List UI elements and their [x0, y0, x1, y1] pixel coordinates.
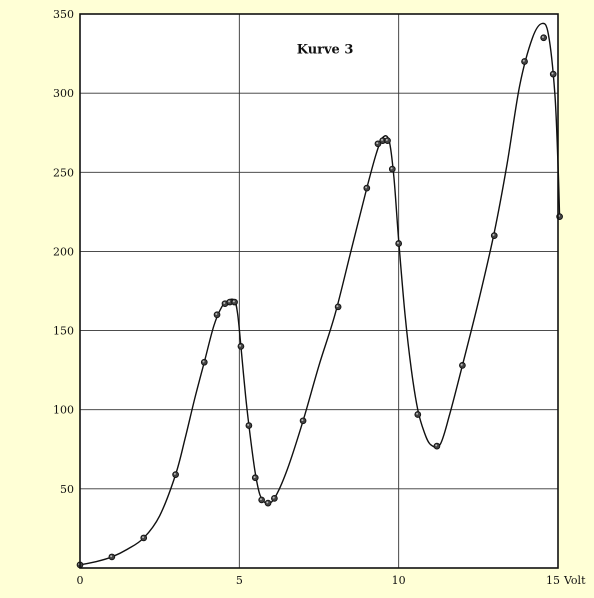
- data-point-highlight: [435, 444, 438, 447]
- y-tick-label: 350: [53, 8, 74, 21]
- data-point: [549, 70, 557, 78]
- data-point: [388, 165, 396, 173]
- data-point: [140, 534, 148, 542]
- data-point: [245, 422, 253, 429]
- data-point-highlight: [416, 412, 419, 415]
- data-point: [459, 362, 466, 369]
- data-point: [414, 411, 422, 418]
- y-tick-label: 200: [53, 245, 74, 258]
- data-point: [108, 553, 116, 561]
- data-point-highlight: [376, 142, 379, 145]
- x-axis-unit: Volt: [563, 574, 586, 587]
- data-point: [521, 58, 528, 65]
- data-point-highlight: [301, 419, 304, 422]
- x-tick-label: 15: [546, 574, 560, 587]
- data-point-highlight: [259, 498, 262, 501]
- data-point-highlight: [396, 241, 399, 244]
- data-point-highlight: [551, 72, 554, 75]
- tick-labels: 50 100 150 200 250 300 350 0 5 10 15: [53, 8, 560, 587]
- data-point: [271, 495, 278, 502]
- data-point: [384, 137, 391, 144]
- data-point-highlight: [522, 59, 525, 62]
- y-tick-label: 100: [53, 404, 74, 417]
- data-point: [374, 140, 382, 148]
- data-point-highlight: [110, 555, 113, 558]
- data-point-highlight: [215, 313, 218, 316]
- data-point-highlight: [492, 233, 495, 236]
- data-point: [226, 298, 234, 306]
- data-point-highlight: [142, 536, 145, 539]
- data-point: [172, 471, 179, 478]
- chart-annotation: Kurve 3: [297, 43, 354, 58]
- data-point-highlight: [232, 300, 235, 303]
- x-tick-label: 10: [392, 574, 406, 587]
- data-point: [334, 303, 342, 311]
- data-point: [200, 358, 208, 366]
- data-point-highlight: [247, 423, 250, 426]
- y-tick-label: 250: [53, 166, 74, 179]
- data-point-highlight: [173, 472, 176, 475]
- data-point: [213, 311, 221, 319]
- data-point-highlight: [385, 138, 388, 141]
- data-point-highlight: [390, 167, 393, 170]
- data-point: [231, 298, 238, 306]
- data-point: [299, 417, 307, 425]
- data-point: [264, 499, 272, 507]
- x-tick-label: 0: [77, 574, 84, 587]
- plot-area: [80, 14, 558, 568]
- plot-frame: [79, 13, 559, 569]
- data-point: [363, 184, 371, 192]
- data-point-highlight: [239, 344, 242, 347]
- data-point: [540, 34, 548, 42]
- data-point-highlight: [541, 36, 544, 39]
- y-tick-label: 50: [60, 483, 74, 496]
- data-point-highlight: [272, 496, 275, 499]
- x-tick-label: 5: [236, 574, 243, 587]
- data-point-highlight: [202, 360, 205, 363]
- grid-lines: [80, 14, 558, 568]
- data-point-highlight: [336, 305, 339, 308]
- y-tick-label: 150: [53, 325, 74, 338]
- data-point-highlight: [381, 138, 384, 141]
- data-point-highlight: [460, 363, 463, 366]
- data-point: [490, 232, 498, 239]
- data-point-highlight: [365, 186, 368, 189]
- data-point: [251, 474, 259, 482]
- data-point: [237, 343, 245, 350]
- data-point-highlight: [266, 501, 269, 504]
- y-tick-label: 300: [53, 87, 74, 100]
- data-point: [258, 496, 265, 504]
- data-point: [433, 442, 441, 450]
- data-points: [76, 34, 563, 569]
- data-point-highlight: [253, 476, 256, 479]
- data-point-highlight: [223, 301, 226, 304]
- data-point: [395, 240, 403, 247]
- data-point-highlight: [228, 300, 231, 303]
